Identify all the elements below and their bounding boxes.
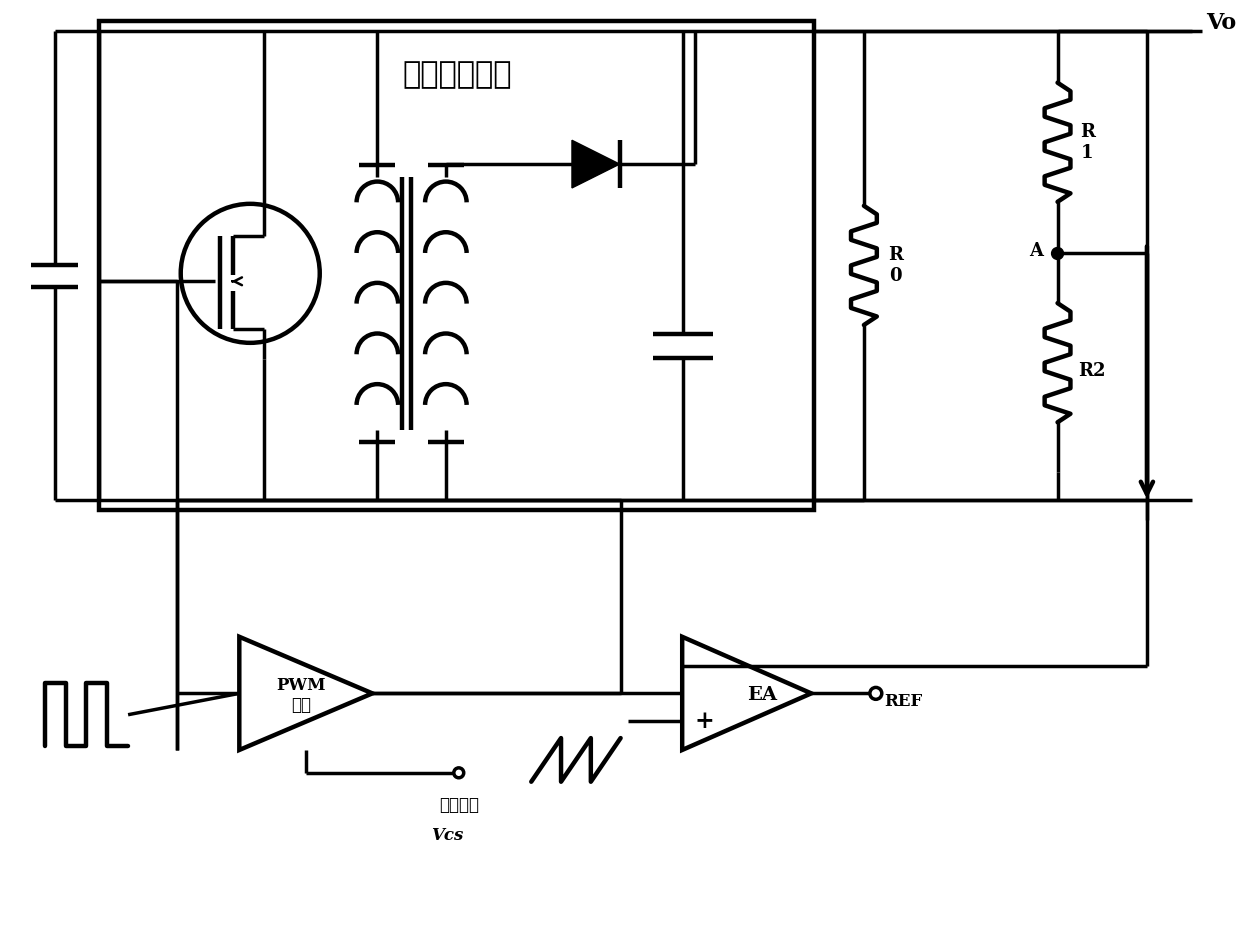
Text: Vcs: Vcs — [431, 827, 463, 844]
Text: 功率变换电路: 功率变换电路 — [401, 59, 512, 91]
Circle shape — [453, 768, 463, 778]
Text: 斜波电压: 斜波电压 — [439, 797, 478, 814]
Text: R
0: R 0 — [888, 246, 903, 285]
Polygon shape — [572, 141, 620, 188]
Circle shape — [870, 687, 882, 699]
Text: +: + — [694, 709, 714, 734]
Text: R
1: R 1 — [1080, 123, 1095, 162]
Text: EA: EA — [747, 686, 777, 704]
Text: REF: REF — [885, 693, 923, 709]
Text: Vo: Vo — [1207, 12, 1237, 34]
Text: -: - — [699, 654, 709, 678]
Bar — [99, 21, 814, 510]
Text: A: A — [1028, 242, 1043, 261]
Text: R2: R2 — [1079, 362, 1106, 379]
Circle shape — [1052, 248, 1063, 259]
Text: PWM
调制: PWM 调制 — [276, 677, 326, 714]
